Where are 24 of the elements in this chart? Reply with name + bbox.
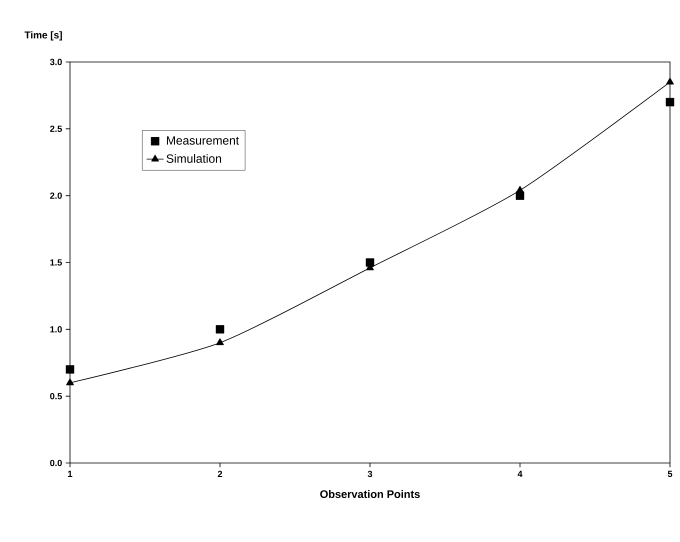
y-axis-title: Time [s] bbox=[24, 31, 62, 40]
legend-label: Measurement bbox=[166, 136, 239, 145]
x-tick-label: 4 bbox=[518, 470, 522, 477]
y-tick-label: 0.0 bbox=[50, 460, 62, 466]
x-axis-title: Observation Points bbox=[320, 490, 420, 498]
y-tick-label: 0.5 bbox=[50, 392, 62, 400]
x-tick-label: 2 bbox=[218, 470, 222, 478]
legend-label: Simulation bbox=[166, 154, 222, 163]
point bbox=[66, 378, 74, 386]
point bbox=[516, 186, 524, 193]
y-tick-label: 2.5 bbox=[50, 126, 62, 132]
y-tick-label: 2.0 bbox=[50, 192, 62, 199]
point bbox=[216, 325, 224, 334]
y-tick-label: 1.0 bbox=[50, 326, 62, 333]
point bbox=[216, 338, 224, 346]
y-tick-label: 3.0 bbox=[50, 58, 62, 66]
point bbox=[666, 78, 674, 84]
y-tick-label: 1.5 bbox=[50, 259, 62, 266]
x-tick-label: 5 bbox=[668, 470, 672, 478]
point bbox=[666, 98, 674, 106]
x-tick-label: 1 bbox=[68, 470, 72, 477]
point bbox=[66, 365, 74, 374]
point bbox=[516, 191, 524, 200]
x-tick-label: 3 bbox=[368, 470, 372, 478]
